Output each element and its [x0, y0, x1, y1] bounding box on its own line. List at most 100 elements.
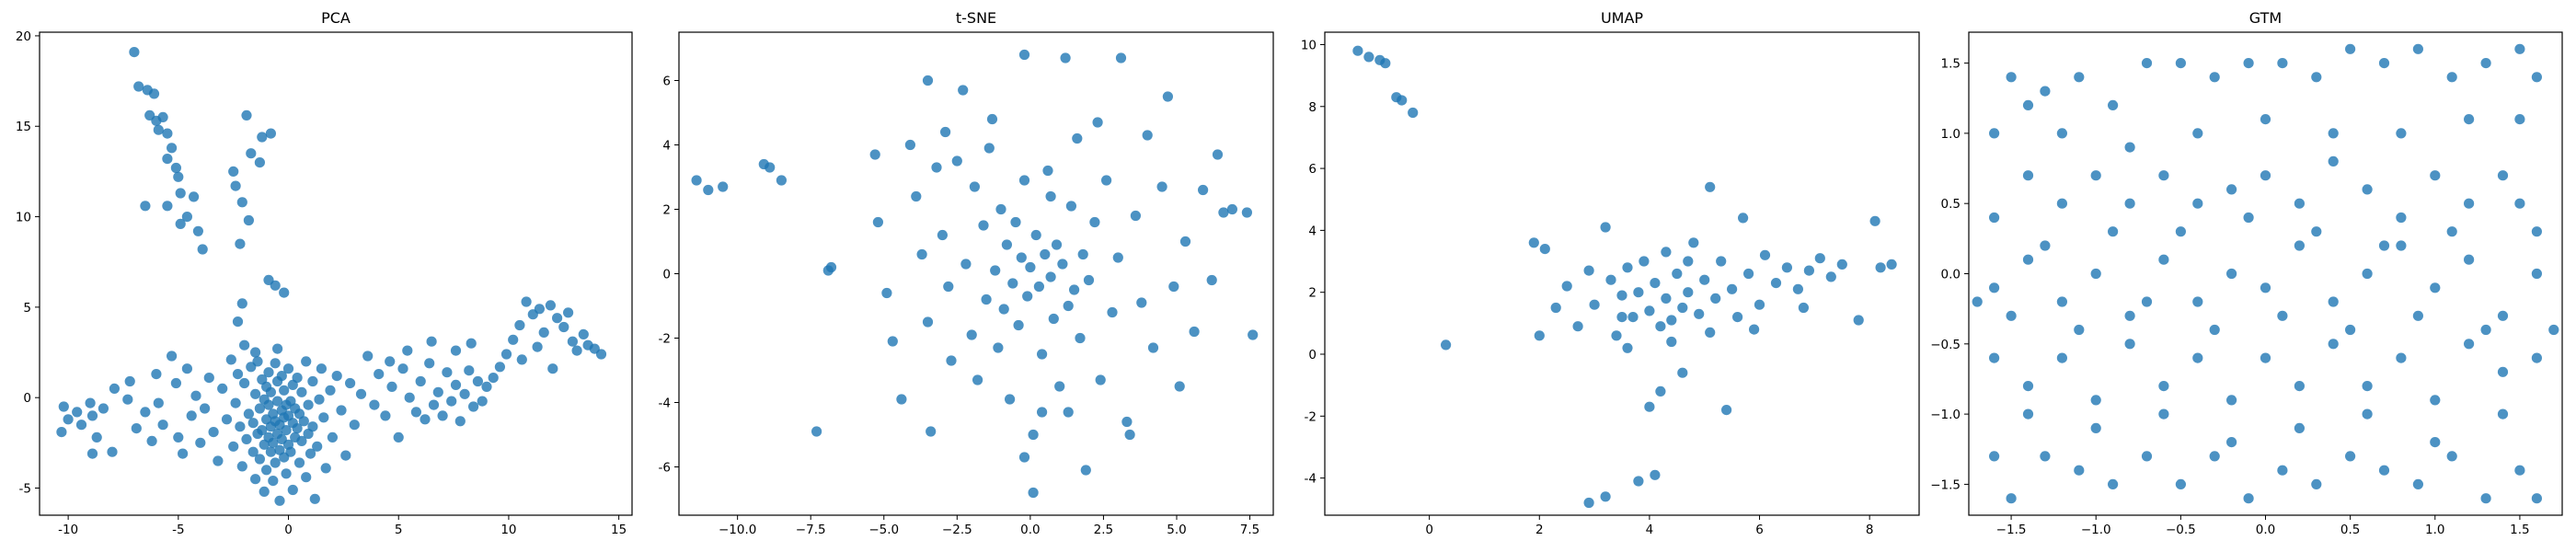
scatter-point — [2294, 422, 2305, 433]
scatter-point — [514, 319, 525, 331]
scatter-point — [2022, 170, 2034, 181]
scatter-point — [58, 401, 69, 412]
scatter-point — [983, 143, 995, 154]
scatter-point — [2158, 381, 2169, 392]
x-tick-label: −1.0 — [2081, 523, 2111, 537]
scatter-points — [1972, 43, 2559, 504]
scatter-point — [2497, 170, 2509, 181]
scatter-point — [355, 388, 367, 399]
scatter-point — [1189, 326, 1200, 338]
scatter-point — [1162, 91, 1173, 102]
scatter-point — [1028, 429, 1039, 441]
scatter-point — [545, 300, 557, 311]
scatter-point — [270, 457, 281, 468]
scatter-point — [265, 446, 276, 457]
scatter-point — [140, 407, 151, 418]
scatter-point — [969, 181, 980, 192]
scatter-point — [2497, 366, 2509, 377]
scatter-point — [2396, 352, 2407, 363]
x-tick-label: 2.5 — [1094, 523, 1113, 537]
scatter-point — [296, 435, 307, 446]
scatter-point — [195, 437, 206, 448]
scatter-point — [410, 407, 421, 418]
scatter-point — [1688, 237, 1699, 248]
scatter-point — [1352, 45, 1363, 56]
scatter-point — [2006, 493, 2017, 504]
scatter-point — [340, 450, 351, 461]
scatter-point — [122, 394, 133, 405]
scatter-point — [272, 396, 283, 407]
scatter-point — [2430, 437, 2441, 448]
x-tick-label: −5.0 — [868, 523, 899, 537]
scatter-point — [415, 375, 426, 387]
scatter-point — [1005, 394, 1016, 405]
scatter-point — [2362, 184, 2373, 195]
scatter-point — [2277, 465, 2288, 476]
scatter-point — [301, 356, 312, 367]
scatter-point — [349, 420, 360, 431]
scatter-point — [2294, 240, 2305, 251]
scatter-point — [1694, 308, 1705, 319]
scatter-point — [1792, 283, 1803, 294]
y-tick-label: 0.5 — [1941, 197, 1961, 212]
scatter-point — [1007, 278, 1018, 289]
scatter-point — [298, 416, 309, 427]
scatter-point — [239, 339, 250, 351]
scatter-point — [56, 427, 67, 438]
scatter-point — [571, 345, 582, 356]
x-tick-label: −7.5 — [796, 523, 826, 537]
x-tick-label: 8 — [1866, 523, 1874, 537]
scatter-point — [157, 420, 168, 431]
scatter-point — [2192, 352, 2203, 363]
scatter-point — [2158, 254, 2169, 265]
scatter-point — [960, 259, 972, 270]
scatter-point — [170, 377, 181, 389]
y-tick-label: -4 — [659, 397, 671, 411]
scatter-point — [981, 293, 992, 305]
scatter-point — [268, 437, 279, 448]
scatter-point — [276, 371, 287, 382]
y-tick-label: 2 — [1308, 286, 1317, 301]
scatter-point — [2328, 339, 2339, 350]
scatter-point — [2022, 99, 2034, 110]
scatter-point — [2090, 170, 2101, 181]
scatter-point — [2412, 478, 2423, 490]
scatter-point — [173, 171, 184, 182]
scatter-point — [2006, 310, 2017, 321]
scatter-point — [1770, 278, 1782, 289]
scatter-point — [1989, 451, 2000, 462]
scatter-point — [995, 203, 1006, 215]
scatter-point — [2141, 58, 2153, 69]
scatter-point — [972, 374, 983, 385]
scatter-point — [426, 336, 437, 347]
scatter-point — [922, 75, 934, 86]
scatter-point — [170, 162, 181, 174]
scatter-point — [1083, 274, 1095, 286]
scatter-point — [272, 343, 283, 354]
scatter-point — [162, 128, 173, 139]
x-tick-label: 0 — [284, 523, 293, 537]
scatter-point — [1798, 302, 1809, 314]
scatter-point — [508, 334, 519, 345]
scatter-point — [1611, 330, 1622, 341]
x-tick-label: −1.5 — [1996, 523, 2027, 537]
scatter-point — [247, 446, 259, 457]
scatter-point — [1045, 190, 1056, 202]
scatter-point — [1174, 381, 1185, 392]
panel-pca: PCA -10 -5 0 5 10 15 -5 0 5 10 15 20 — [16, 9, 633, 537]
scatter-point — [1655, 321, 1666, 332]
scatter-point — [2090, 422, 2101, 433]
scatter-point — [1080, 465, 1091, 476]
scatter-point — [146, 435, 157, 446]
scatter-point — [1666, 336, 1677, 348]
scatter-point — [2378, 240, 2390, 251]
scatter-point — [916, 248, 927, 260]
scatter-point — [532, 341, 543, 352]
scatter-point — [2311, 478, 2322, 490]
scatter-point — [1639, 256, 1650, 267]
plot-frame — [678, 31, 1274, 516]
x-tick-label: 2 — [1535, 523, 1544, 537]
scatter-point — [241, 433, 252, 444]
scatter-point — [1583, 265, 1594, 276]
scatter-point — [307, 421, 318, 432]
